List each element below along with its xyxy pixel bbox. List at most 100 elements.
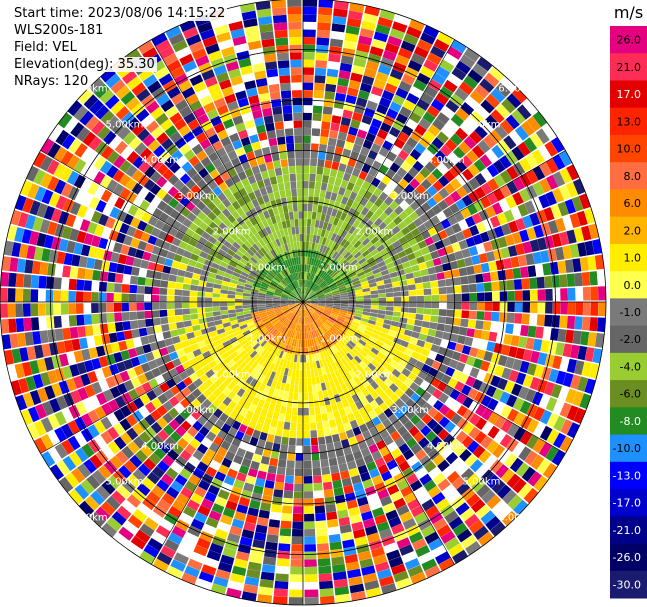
range-gate	[344, 318, 353, 324]
range-gate	[356, 298, 364, 302]
range-gate	[338, 285, 346, 291]
range-gate	[352, 280, 361, 286]
range-gate	[261, 494, 273, 504]
range-gate	[454, 87, 469, 101]
range-gate	[293, 491, 303, 499]
range-gate	[269, 91, 281, 100]
range-gate	[513, 279, 523, 290]
range-gate	[307, 272, 311, 280]
range-gate	[352, 335, 360, 342]
range-gate	[461, 310, 470, 319]
range-gate	[501, 98, 516, 114]
range-gate	[551, 315, 560, 328]
range-gate	[558, 150, 573, 167]
range-gate	[483, 311, 492, 321]
range-gate	[346, 17, 362, 28]
range-gate	[460, 155, 473, 168]
range-gate	[336, 170, 345, 180]
range-gate	[312, 274, 317, 282]
range-gate	[325, 294, 333, 298]
range-gate	[355, 329, 364, 336]
range-gate	[322, 272, 329, 280]
range-gate	[424, 357, 435, 367]
ray	[303, 239, 602, 302]
range-gate	[235, 295, 243, 299]
range-gate	[387, 221, 397, 230]
range-gate	[391, 225, 401, 235]
range-gate	[303, 173, 310, 181]
range-gate	[304, 574, 318, 583]
range-gate	[319, 588, 334, 597]
colorbar-tick-label: 13.0	[617, 115, 642, 128]
range-gate	[333, 303, 341, 306]
range-gate	[327, 248, 333, 256]
range-gate	[388, 330, 397, 337]
range-gate	[526, 434, 539, 450]
range-gate	[197, 286, 206, 292]
range-gate	[597, 317, 606, 333]
range-gate	[319, 244, 325, 253]
range-gate	[450, 413, 463, 425]
range-gate	[465, 236, 476, 248]
range-gate	[324, 309, 332, 313]
range-gate	[451, 242, 462, 253]
range-gate	[39, 330, 49, 344]
range-gate	[280, 82, 291, 92]
range-gate	[426, 173, 438, 185]
range-gate	[509, 130, 523, 145]
range-gate	[344, 141, 354, 151]
range-gate	[316, 421, 324, 430]
range-gate	[329, 270, 337, 277]
range-gate	[315, 289, 323, 295]
range-gate	[320, 283, 328, 289]
range-gate	[459, 54, 476, 69]
range-gate	[184, 326, 194, 334]
range-gate	[303, 67, 315, 75]
range-gate	[116, 331, 126, 342]
range-gate	[436, 323, 445, 332]
range-gate	[411, 351, 421, 360]
range-gate	[569, 243, 580, 258]
range-gate	[517, 483, 533, 499]
range-gate	[437, 316, 446, 324]
range-gate	[308, 292, 315, 298]
range-gate	[272, 496, 283, 506]
range-gate	[283, 391, 289, 400]
range-gate	[393, 296, 402, 302]
range-gate	[313, 196, 319, 205]
range-gate	[479, 154, 493, 168]
range-gate	[446, 309, 455, 317]
range-gate	[393, 306, 402, 312]
range-gate	[507, 302, 515, 312]
range-gate	[486, 440, 499, 454]
range-gate	[317, 228, 323, 237]
range-gate	[413, 217, 424, 228]
range-gate	[325, 304, 333, 307]
range-gate	[559, 436, 573, 452]
range-gate	[389, 28, 405, 40]
range-gate	[335, 332, 343, 340]
range-gate	[363, 329, 373, 336]
range-gate	[403, 172, 414, 184]
range-gate	[318, 436, 326, 445]
range-gate	[369, 204, 379, 214]
range-gate	[317, 14, 332, 24]
range-gate	[75, 291, 84, 302]
range-gate	[397, 373, 408, 383]
range-gate	[466, 355, 476, 367]
range-gate	[319, 317, 326, 324]
range-gate	[319, 189, 326, 199]
range-gate	[325, 276, 333, 283]
range-gate	[268, 83, 280, 93]
range-gate	[348, 245, 357, 254]
range-gate	[540, 339, 550, 353]
range-gate	[573, 227, 585, 243]
range-gate	[292, 105, 302, 113]
range-gate	[484, 72, 500, 88]
range-gate	[308, 241, 313, 250]
range-gate	[404, 387, 415, 398]
range-gate	[505, 323, 514, 335]
range-gate	[430, 250, 440, 260]
range-gate	[468, 245, 479, 256]
range-gate	[121, 284, 130, 293]
